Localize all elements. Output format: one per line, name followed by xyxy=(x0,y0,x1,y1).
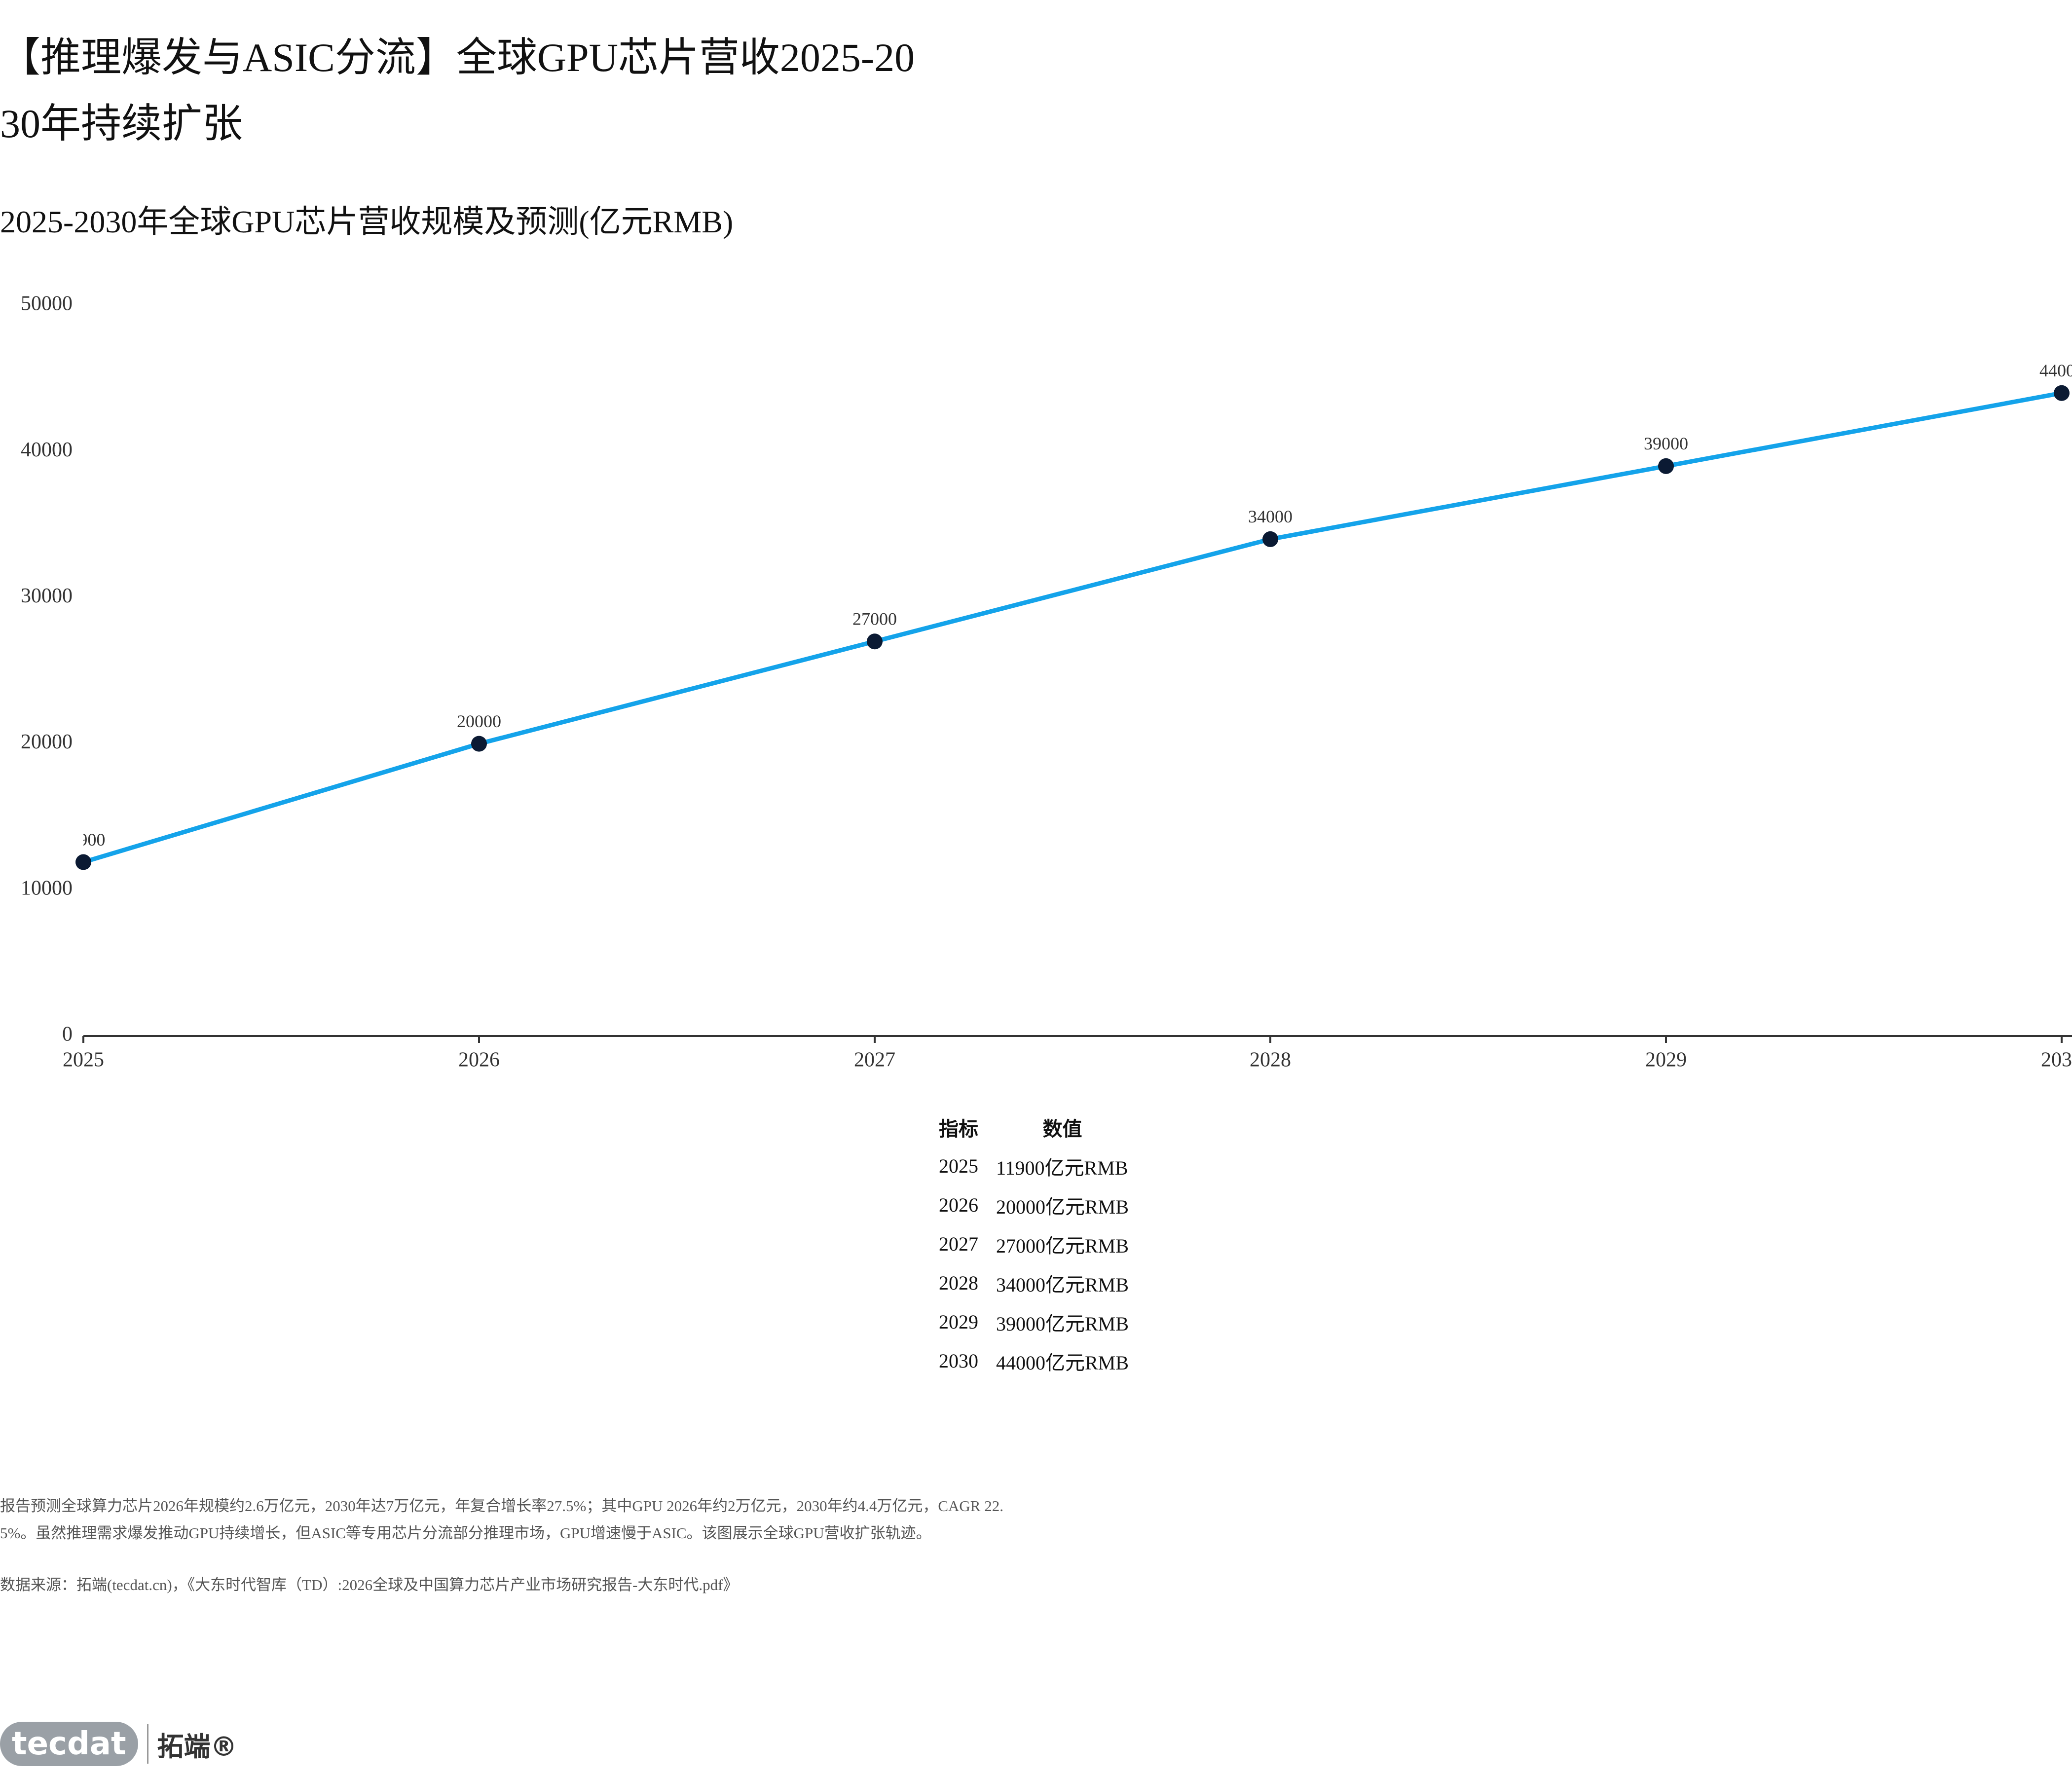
y-tick-label: 20000 xyxy=(21,731,73,753)
x-tick-label: 2026 xyxy=(458,1049,500,1072)
table-cell: 2030 xyxy=(939,1350,978,1372)
data-label: 11900 xyxy=(62,830,106,850)
marker xyxy=(867,633,883,650)
table-row: 2025 11900亿元RMB xyxy=(930,1147,1138,1185)
y-tick-label: 40000 xyxy=(21,439,73,461)
data-label: 44000 xyxy=(2039,361,2072,380)
data-label: 39000 xyxy=(1644,434,1688,453)
table-row: 2030 44000亿元RMB xyxy=(930,1341,1138,1380)
x-tick-label: 2027 xyxy=(854,1049,895,1072)
y-tick-label: 0 xyxy=(62,1023,73,1046)
y-tick-label: 50000 xyxy=(21,293,73,315)
table-cell: 27000亿元RMB xyxy=(996,1234,1129,1257)
logo-mark: tecdat xyxy=(0,1722,138,1766)
table-cell: 20000亿元RMB xyxy=(996,1195,1129,1218)
data-label: 20000 xyxy=(457,711,501,731)
marker xyxy=(471,736,487,752)
marker xyxy=(1658,458,1674,474)
data-table: 指标 数值 2025 11900亿元RMB 2026 20000亿元RMB 2027 2700… xyxy=(930,1108,1138,1380)
marker xyxy=(75,854,91,870)
table-row: 2028 34000亿元RMB xyxy=(930,1263,1138,1302)
table-cell: 11900亿元RMB xyxy=(996,1156,1128,1179)
chart-title: 【推理爆发与ASIC分流】全球GPU芯片营收2025-2030年持续扩张 xyxy=(0,35,915,146)
table-cell: 2027 xyxy=(939,1233,978,1255)
logo-brand: 拓端® xyxy=(157,1731,237,1762)
chart: 0 10000 20000 30000 40000 50000 2025 2026 2027 20… xyxy=(21,293,2072,1072)
line-series xyxy=(82,391,2062,864)
x-tick-label: 2029 xyxy=(1645,1049,1687,1072)
table-cell: 34000亿元RMB xyxy=(996,1273,1129,1296)
y-tick-label: 30000 xyxy=(21,585,73,607)
table-header: 指标 xyxy=(939,1117,978,1140)
data-label: 27000 xyxy=(852,609,897,629)
x-tick-label: 2028 xyxy=(1250,1049,1291,1072)
table-header: 数值 xyxy=(1042,1117,1082,1140)
logo-separator xyxy=(147,1724,148,1764)
marker xyxy=(1262,531,1278,547)
table-cell: 2025 xyxy=(939,1155,978,1177)
table-row: 2026 20000亿元RMB xyxy=(930,1185,1138,1224)
table-row: 2029 39000亿元RMB xyxy=(930,1302,1138,1341)
table-cell: 39000亿元RMB xyxy=(996,1312,1129,1335)
x-tick-label: 2025 xyxy=(63,1049,104,1072)
note: 报告预测全球算力芯片2026年规模约2.6万亿元，2030年达7万亿元，年复合增… xyxy=(0,1497,1003,1542)
table-cell: 2028 xyxy=(939,1272,978,1294)
table-cell: 44000亿元RMB xyxy=(996,1351,1129,1374)
chart-subtitle: 2025-2030年全球GPU芯片营收规模及预测(亿元RMB) xyxy=(0,204,734,239)
y-tick-label: 10000 xyxy=(21,877,73,899)
data-labels: 11900 20000 27000 34000 39000 44000 xyxy=(62,361,2072,850)
table-row: 2027 27000亿元RMB xyxy=(930,1224,1138,1263)
table-cell: 2029 xyxy=(939,1311,978,1333)
data-label: 34000 xyxy=(1248,507,1293,526)
logo: tecdat 拓端® xyxy=(0,1714,237,1774)
source: 数据来源：拓端(tecdat.cn)，《大东时代智库（TD）:2026全球及中国… xyxy=(0,1576,739,1593)
marker xyxy=(2054,385,2070,401)
x-tick-label: 2030 xyxy=(2041,1049,2072,1072)
table-cell: 2026 xyxy=(939,1194,978,1216)
